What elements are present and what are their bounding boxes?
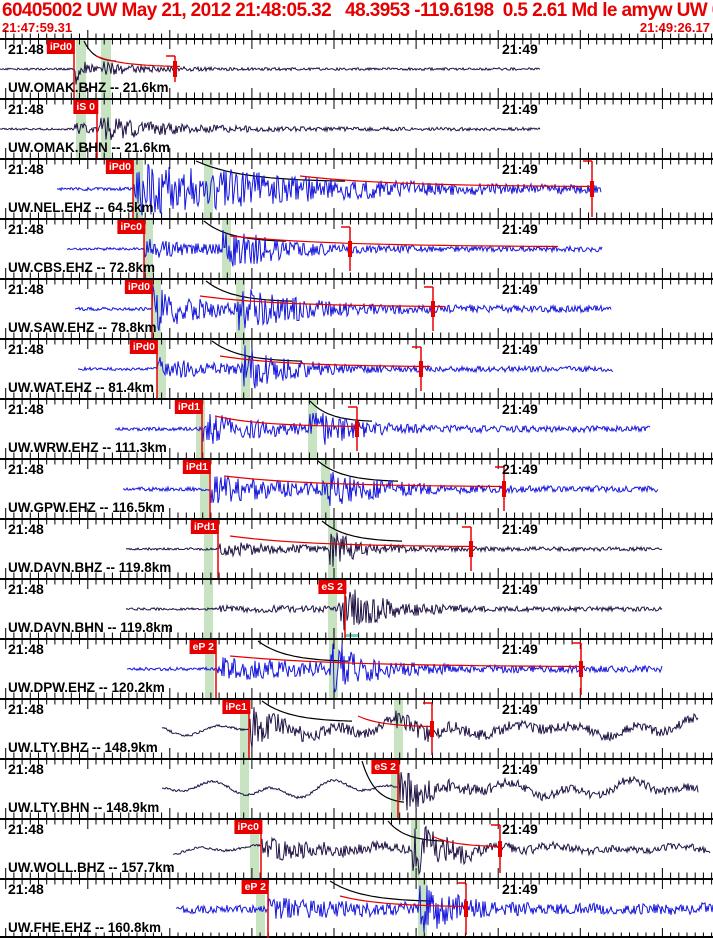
phase-pick-flag[interactable]: iPd0	[105, 160, 134, 174]
station-label: UW.NEL.EHZ -- 64.5km	[8, 200, 154, 215]
trace-minute-label-left: 21:48	[8, 761, 44, 777]
trace-minute-label-right: 21:49	[502, 41, 538, 57]
phase-pick-flag[interactable]: iPc0	[117, 220, 145, 234]
trace-panel-uw-saw-ehz: 21:48 21:49 iPd0 UW.SAW.EHZ -- 78.8km	[0, 278, 713, 338]
station-label: UW.DAVN.BHN -- 119.8km	[8, 620, 173, 635]
station-label: UW.WOLL.BHZ -- 157.7km	[8, 860, 175, 875]
trace-panel-uw-woll-bhz: 21:48 21:49 iPc0 UW.WOLL.BHZ -- 157.7km	[0, 818, 713, 878]
waveform-canvas[interactable]	[0, 878, 713, 938]
phase-pick-flag[interactable]: iPd0	[124, 280, 153, 294]
trace-minute-label-right: 21:49	[502, 761, 538, 777]
phase-pick-flag[interactable]: eP 2	[241, 880, 269, 894]
trace-minute-label-right: 21:49	[502, 101, 538, 117]
trace-minute-label-right: 21:49	[502, 401, 538, 417]
trace-panel-uw-davn-bhz: 21:48 21:49 iPd1 UW.DAVN.BHZ -- 119.8km	[0, 518, 713, 578]
phase-pick-flag[interactable]: eS 2	[371, 760, 399, 774]
phase-pick-flag[interactable]: eS 2	[318, 580, 346, 594]
trace-panel-uw-wat-ehz: 21:48 21:49 iPd0 UW.WAT.EHZ -- 81.4km	[0, 338, 713, 398]
event-title: 60405002 UW May 21, 2012 21:48:05.32 48.…	[2, 0, 713, 21]
window-end-time: 21:49:26.17	[639, 20, 710, 35]
trace-minute-label-right: 21:49	[502, 461, 538, 477]
trace-minute-label-right: 21:49	[502, 161, 538, 177]
trace-minute-label-left: 21:48	[8, 341, 44, 357]
trace-minute-label-left: 21:48	[8, 701, 44, 717]
phase-pick-flag[interactable]: eP 2	[189, 640, 217, 654]
waveform-canvas[interactable]	[0, 458, 713, 518]
phase-pick-flag[interactable]: iPd1	[190, 520, 219, 534]
waveform-canvas[interactable]	[0, 758, 713, 818]
trace-minute-label-left: 21:48	[8, 41, 44, 57]
trace-panel-uw-omak-bhz: 21:48 21:49 iPd0 UW.OMAK.BHZ -- 21.6km	[0, 38, 713, 98]
trace-minute-label-left: 21:48	[8, 221, 44, 237]
header-ruler-ticks	[5, 30, 713, 38]
trace-minute-label-left: 21:48	[8, 461, 44, 477]
waveform-canvas[interactable]	[0, 218, 713, 278]
waveform-canvas[interactable]	[0, 638, 713, 698]
station-label: UW.GPW.EHZ -- 116.5km	[8, 500, 165, 515]
window-start-time: 21:47:59.31	[2, 20, 73, 35]
waveform-canvas[interactable]	[0, 818, 713, 878]
trace-minute-label-right: 21:49	[502, 881, 538, 897]
phase-pick-flag[interactable]: iPd0	[46, 40, 75, 54]
trace-minute-label-left: 21:48	[8, 161, 44, 177]
station-label: UW.DPW.EHZ -- 120.2km	[8, 680, 165, 695]
trace-minute-label-right: 21:49	[502, 341, 538, 357]
phase-pick-flag[interactable]: iS 0	[73, 100, 98, 114]
trace-minute-label-right: 21:49	[502, 821, 538, 837]
trace-minute-label-right: 21:49	[502, 701, 538, 717]
trace-minute-label-right: 21:49	[502, 641, 538, 657]
trace-minute-label-right: 21:49	[502, 521, 538, 537]
station-label: UW.SAW.EHZ -- 78.8km	[8, 320, 157, 335]
trace-panel-uw-nel-ehz: 21:48 21:49 iPd0 UW.NEL.EHZ -- 64.5km	[0, 158, 713, 218]
trace-minute-label-left: 21:48	[8, 401, 44, 417]
trace-minute-label-left: 21:48	[8, 101, 44, 117]
station-label: UW.WRW.EHZ -- 111.3km	[8, 440, 167, 455]
trace-panel-uw-wrw-ehz: 21:48 21:49 iPd1 UW.WRW.EHZ -- 111.3km	[0, 398, 713, 458]
trace-minute-label-left: 21:48	[8, 641, 44, 657]
waveform-canvas[interactable]	[0, 578, 713, 638]
waveform-canvas[interactable]	[0, 278, 713, 338]
phase-pick-flag[interactable]: iPd1	[182, 460, 211, 474]
trace-panel-list: 21:48 21:49 iPd0 UW.OMAK.BHZ -- 21.6km 2…	[0, 38, 713, 938]
trace-panel-uw-gpw-ehz: 21:48 21:49 iPd1 UW.GPW.EHZ -- 116.5km	[0, 458, 713, 518]
trace-panel-uw-davn-bhn: 21:48 21:49 eS 2 UW.DAVN.BHN -- 119.8km	[0, 578, 713, 638]
waveform-canvas[interactable]	[0, 38, 713, 98]
trace-minute-label-right: 21:49	[502, 221, 538, 237]
trace-panel-uw-fhe-ehz: 21:48 21:49 eP 2 UW.FHE.EHZ -- 160.8km	[0, 878, 713, 938]
station-label: UW.DAVN.BHZ -- 119.8km	[8, 560, 172, 575]
waveform-canvas[interactable]	[0, 518, 713, 578]
trace-minute-label-left: 21:48	[8, 281, 44, 297]
station-label: UW.OMAK.BHN -- 21.6km	[8, 140, 171, 155]
phase-pick-flag[interactable]: iPc1	[222, 700, 250, 714]
station-label: UW.LTY.BHN -- 148.9km	[8, 800, 160, 815]
station-label: UW.WAT.EHZ -- 81.4km	[8, 380, 155, 395]
trace-minute-label-left: 21:48	[8, 521, 44, 537]
trace-panel-uw-cbs-ehz: 21:48 21:49 iPc0 UW.CBS.EHZ -- 72.8km	[0, 218, 713, 278]
station-label: UW.LTY.BHZ -- 148.9km	[8, 740, 158, 755]
trace-panel-uw-omak-bhn: 21:48 21:49 iS 0 UW.OMAK.BHN -- 21.6km	[0, 98, 713, 158]
phase-pick-flag[interactable]: iPd0	[129, 340, 158, 354]
phase-pick-flag[interactable]: iPc0	[234, 820, 262, 834]
trace-minute-label-left: 21:48	[8, 881, 44, 897]
trace-panel-uw-lty-bhn: 21:48 21:49 eS 2 UW.LTY.BHN -- 148.9km	[0, 758, 713, 818]
station-label: UW.FHE.EHZ -- 160.8km	[8, 920, 162, 935]
waveform-canvas[interactable]	[0, 98, 713, 158]
waveform-canvas[interactable]	[0, 338, 713, 398]
trace-panel-uw-dpw-ehz: 21:48 21:49 eP 2 UW.DPW.EHZ -- 120.2km	[0, 638, 713, 698]
trace-minute-label-left: 21:48	[8, 581, 44, 597]
trace-panel-uw-lty-bhz: 21:48 21:49 iPc1 UW.LTY.BHZ -- 148.9km	[0, 698, 713, 758]
trace-minute-label-right: 21:49	[502, 281, 538, 297]
trace-minute-label-left: 21:48	[8, 821, 44, 837]
phase-pick-flag[interactable]: iPd1	[174, 400, 203, 414]
station-label: UW.CBS.EHZ -- 72.8km	[8, 260, 156, 275]
waveform-canvas[interactable]	[0, 158, 713, 218]
station-label: UW.OMAK.BHZ -- 21.6km	[8, 80, 169, 95]
trace-minute-label-right: 21:49	[502, 581, 538, 597]
